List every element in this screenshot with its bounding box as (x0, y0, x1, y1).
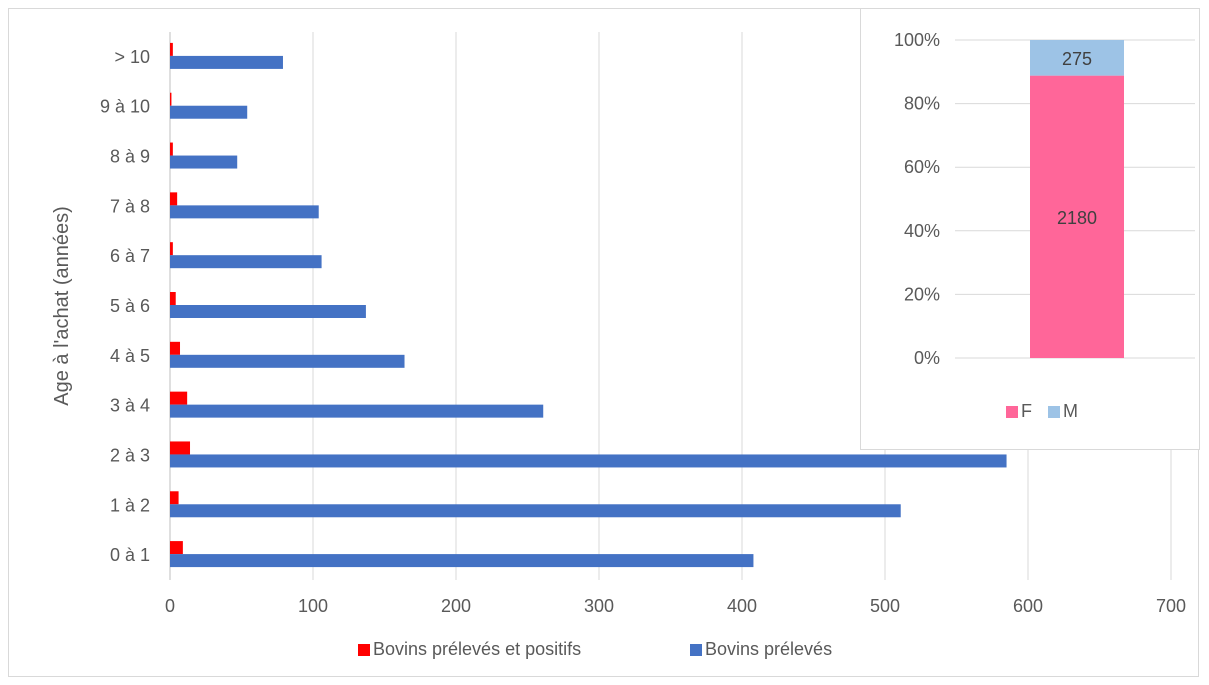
inset-y-tick-label: 0% (914, 348, 940, 368)
inset-y-tick-label: 20% (904, 284, 940, 304)
inset-bar-segment-f (1030, 75, 1124, 358)
inset-y-tick-label: 60% (904, 157, 940, 177)
y-tick-label: 3 à 4 (110, 396, 150, 416)
bar-sampled (170, 354, 405, 368)
inset-data-label: 2180 (1057, 208, 1097, 228)
inset-bar-segment-m (1030, 40, 1124, 76)
legend-label-sampled: Bovins prélevés (705, 639, 832, 659)
x-tick-label: 300 (584, 596, 614, 616)
bar-sampled (170, 504, 901, 518)
inset-y-tick-label: 40% (904, 221, 940, 241)
y-tick-label: 4 à 5 (110, 346, 150, 366)
bar-sampled (170, 255, 322, 269)
bar-sampled (170, 554, 754, 568)
x-tick-label: 600 (1013, 596, 1043, 616)
bar-positive (170, 541, 183, 555)
bar-positive (170, 441, 191, 455)
bar-sampled (170, 155, 238, 169)
legend-label-positive: Bovins prélevés et positifs (373, 639, 581, 659)
bar-positive (170, 192, 178, 206)
x-tick-label: 400 (727, 596, 757, 616)
legend-swatch-positive (358, 644, 370, 656)
bar-sampled (170, 305, 366, 318)
bar-positive (170, 92, 172, 106)
y-tick-label: 5 à 6 (110, 296, 150, 316)
inset-y-tick-label: 100% (894, 30, 940, 50)
bar-positive (170, 142, 173, 156)
x-tick-label: 700 (1156, 596, 1186, 616)
bar-positive (170, 292, 176, 305)
bar-sampled (170, 205, 319, 219)
x-tick-label: 200 (441, 596, 471, 616)
bar-positive (170, 42, 173, 56)
y-tick-label: 8 à 9 (110, 147, 150, 167)
inset-legend-swatch-m (1048, 406, 1060, 418)
bar-sampled (170, 55, 283, 69)
inset-legend-label-f: F (1021, 401, 1032, 421)
bar-sampled (170, 105, 248, 119)
inset-data-label: 275 (1062, 49, 1092, 69)
y-tick-label: 7 à 8 (110, 196, 150, 216)
bar-positive (170, 242, 173, 256)
inset-y-tick-label: 80% (904, 94, 940, 114)
x-tick-label: 0 (165, 596, 175, 616)
y-tick-label: > 10 (114, 47, 150, 67)
bar-positive (170, 341, 181, 355)
y-tick-label: 2 à 3 (110, 445, 150, 465)
y-tick-label: 0 à 1 (110, 545, 150, 565)
y-tick-label: 1 à 2 (110, 495, 150, 515)
bar-sampled (170, 404, 544, 418)
inset-legend-label-m: M (1063, 401, 1078, 421)
y-tick-label: 9 à 10 (100, 97, 150, 117)
bar-positive (170, 491, 179, 505)
y-tick-label: 6 à 7 (110, 246, 150, 266)
bar-positive (170, 391, 188, 405)
inset-legend-swatch-f (1006, 406, 1018, 418)
x-tick-label: 500 (870, 596, 900, 616)
y-axis-title: Age à l'achat (années) (51, 206, 73, 406)
legend-swatch-sampled (690, 644, 702, 656)
x-tick-label: 100 (298, 596, 328, 616)
bar-sampled (170, 454, 1007, 468)
